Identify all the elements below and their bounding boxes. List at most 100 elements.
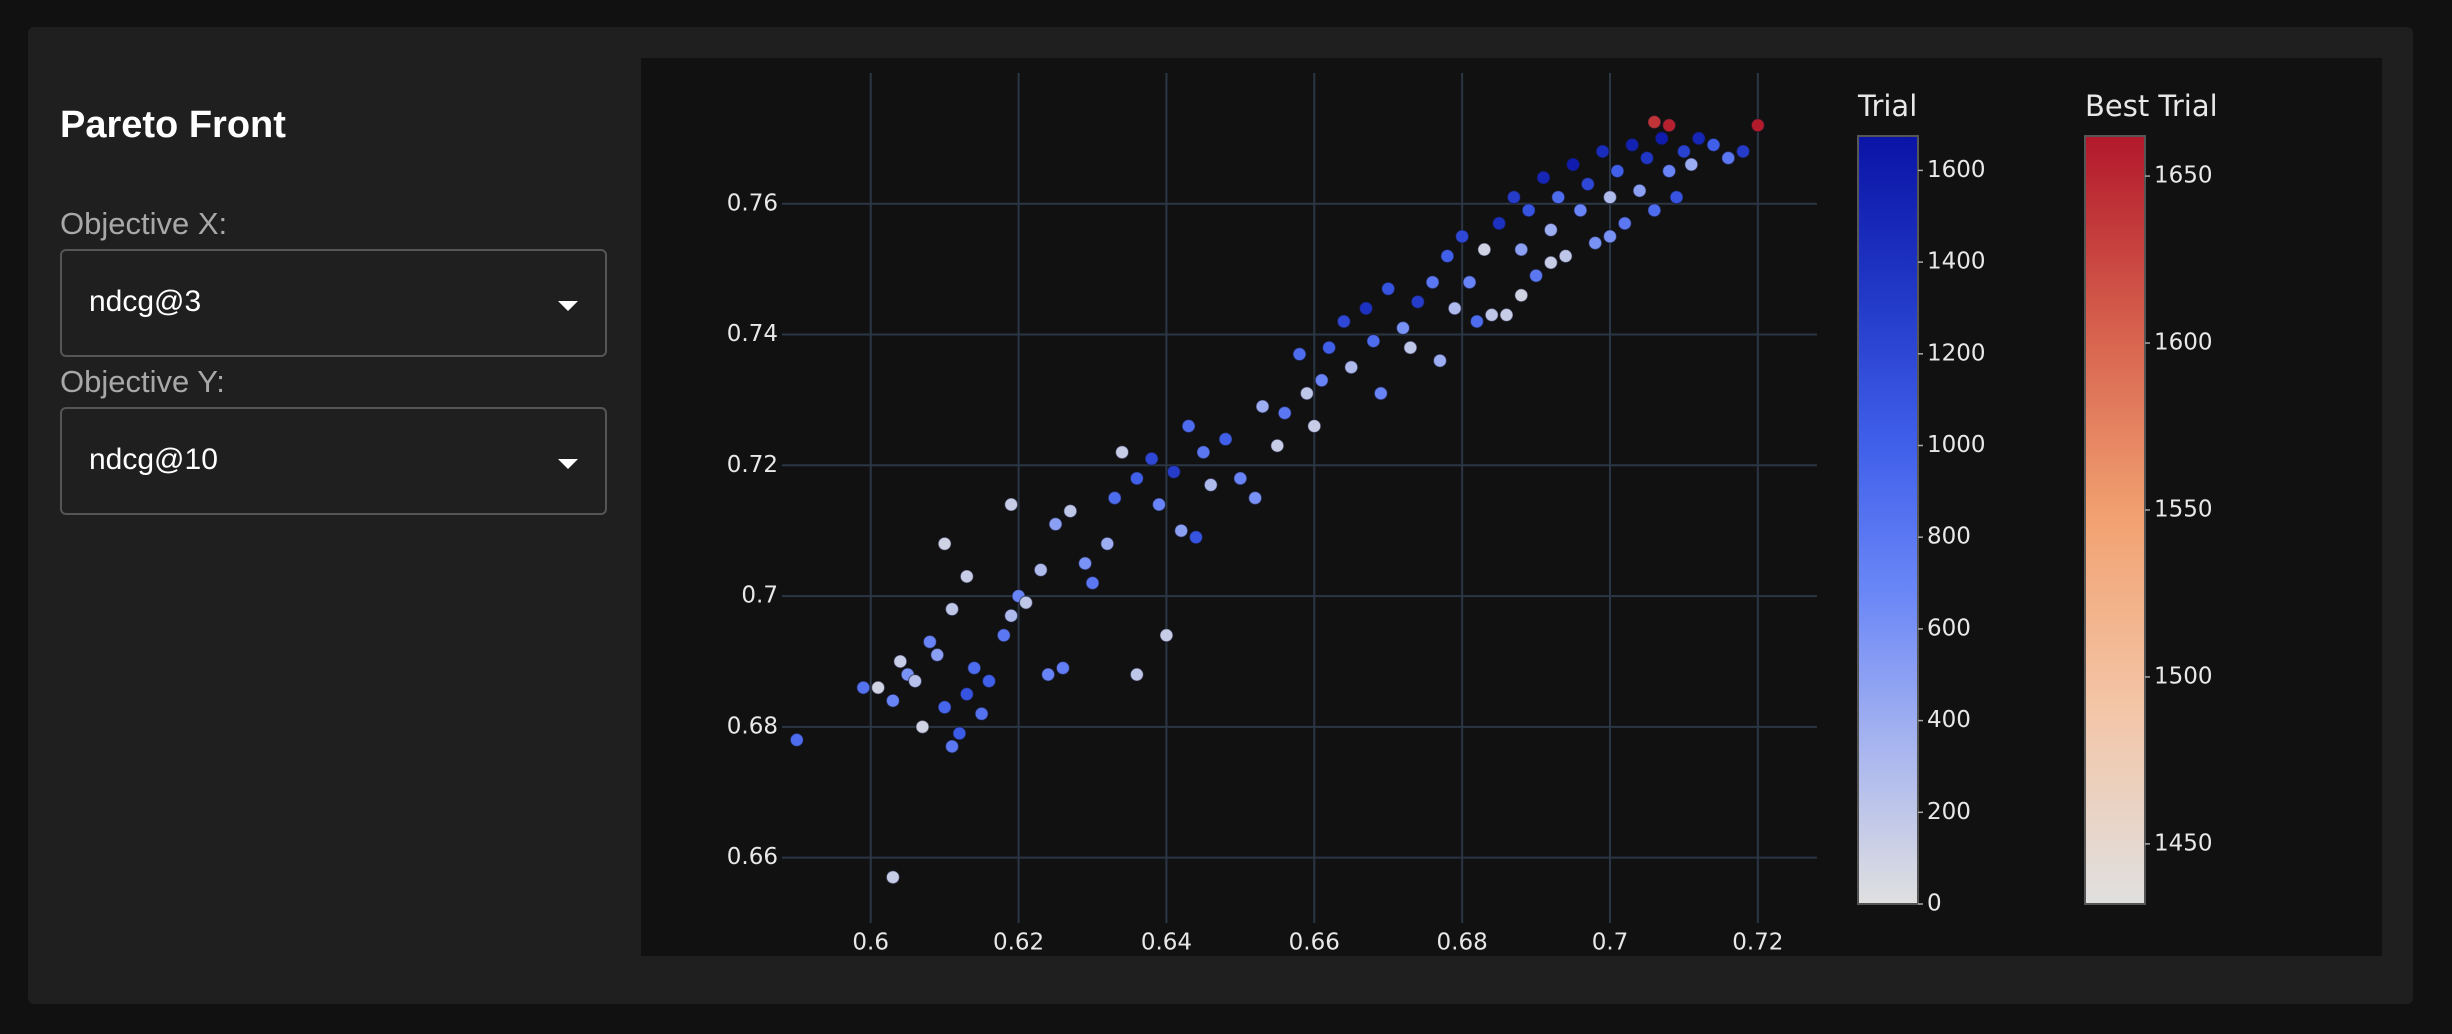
trial-point <box>952 726 967 741</box>
trial-point <box>1721 150 1736 166</box>
trial-point <box>1166 464 1181 479</box>
trial-point <box>1492 216 1507 231</box>
trial-point <box>1654 131 1669 146</box>
colorbar-tick-label: 1600 <box>2154 330 2213 356</box>
trial-point <box>1314 373 1329 388</box>
trial-point <box>1255 399 1270 414</box>
trial-point <box>1588 235 1603 251</box>
trial-point <box>1100 536 1115 551</box>
trial-point <box>1462 275 1477 290</box>
trial-point <box>1565 157 1581 172</box>
trial-point <box>1248 490 1263 506</box>
trial-point <box>907 673 923 689</box>
x-tick-label: 0.66 <box>1289 930 1340 956</box>
colorbar-tick-label: 1500 <box>2154 663 2213 689</box>
trial-point <box>937 536 952 551</box>
objective-y-select[interactable]: ndcg@10 <box>60 407 607 515</box>
trial-point <box>1551 190 1566 205</box>
colorbar <box>2084 135 2146 905</box>
trial-point <box>944 739 960 754</box>
trial-point <box>1432 353 1448 368</box>
trial-point <box>959 687 974 702</box>
trial-point <box>885 693 900 708</box>
objective-x-label: Objective X: <box>60 206 228 241</box>
trial-point <box>1085 575 1100 591</box>
trial-point <box>789 732 804 748</box>
trial-point <box>959 569 974 584</box>
trial-point <box>1188 530 1204 545</box>
trial-point <box>1395 320 1411 336</box>
trial-point <box>1602 229 1618 244</box>
x-tick-label: 0.64 <box>1141 930 1192 956</box>
trial-point <box>1514 288 1529 303</box>
colorbar-tick-label: 800 <box>1927 524 1971 550</box>
objective-y-label: Objective Y: <box>60 364 225 399</box>
trial-point <box>1004 608 1019 623</box>
colorbar-tick-label: 1600 <box>1927 157 1986 183</box>
objective-x-select[interactable]: ndcg@3 <box>60 249 607 357</box>
trial-point <box>1336 314 1351 329</box>
trial-point <box>1344 360 1359 375</box>
trial-point <box>937 700 952 715</box>
x-tick-label: 0.6 <box>852 930 889 956</box>
trial-point <box>885 870 900 885</box>
chart: 0.66 0.68 0.7 0.72 0.74 0.76 0.6 0.62 0.64 0.66 0.… <box>727 73 2218 956</box>
trial-point <box>1004 497 1019 512</box>
trial-point <box>974 706 989 721</box>
trial-point <box>1233 471 1248 486</box>
y-tick-label: 0.68 <box>727 713 778 739</box>
trial-point <box>1358 301 1374 316</box>
trial-point <box>1218 432 1233 447</box>
dropdown-arrow[interactable] <box>558 459 578 469</box>
trial-point <box>1469 314 1485 329</box>
trial-point <box>996 628 1011 643</box>
x-tick-label: 0.7 <box>1592 930 1629 956</box>
trial-point <box>1543 255 1558 270</box>
trial-point <box>1691 131 1706 146</box>
trial-point <box>1277 405 1292 421</box>
trial-point <box>1632 183 1647 198</box>
trial-point <box>1521 203 1536 218</box>
trial-point <box>1410 294 1425 309</box>
trial-point <box>1595 144 1610 159</box>
trial-point <box>1639 150 1655 166</box>
trial-point <box>1048 517 1063 532</box>
trial-point <box>1129 667 1144 682</box>
x-tick-label: 0.72 <box>1732 930 1783 956</box>
trial-point <box>1307 418 1322 434</box>
trial-point <box>1018 595 1034 610</box>
trial-point <box>1580 177 1595 192</box>
trial-point <box>1174 523 1189 538</box>
trial-point <box>1676 144 1692 159</box>
objective-y-value[interactable]: ndcg@10 <box>89 443 218 476</box>
trial-point <box>1159 628 1174 643</box>
colorbar-tick-label: 1400 <box>1927 249 1986 275</box>
objective-x-value[interactable]: ndcg@3 <box>89 285 202 318</box>
colorbar-tick-label: 0 <box>1927 891 1942 917</box>
trial-point <box>1425 275 1440 290</box>
trial-point <box>967 660 982 676</box>
colorbar-tick-label: 600 <box>1927 615 1971 641</box>
y-tick-label: 0.66 <box>727 844 778 870</box>
trial-point <box>1514 242 1529 257</box>
trial-point <box>1447 301 1462 316</box>
trial-point <box>1114 445 1130 460</box>
trial-point <box>1647 203 1662 218</box>
trial-point <box>1602 190 1618 205</box>
trial-point <box>1536 170 1551 185</box>
dropdown-arrow[interactable] <box>558 301 578 311</box>
trial-point <box>1484 307 1499 323</box>
trial-point <box>1144 451 1159 466</box>
colorbar-tick-label: 1000 <box>1927 432 1986 458</box>
trial-point <box>930 647 945 663</box>
colorbar-title: Trial <box>1857 89 1917 123</box>
trial-point <box>1684 157 1699 172</box>
trial-point <box>1403 340 1418 355</box>
trial-point <box>1299 386 1314 401</box>
colorbar-tick-label: 1650 <box>2154 163 2213 189</box>
trial-point <box>1477 242 1492 257</box>
trial-point <box>1078 556 1093 571</box>
trial-point <box>1558 248 1573 264</box>
trial-point <box>922 634 937 649</box>
